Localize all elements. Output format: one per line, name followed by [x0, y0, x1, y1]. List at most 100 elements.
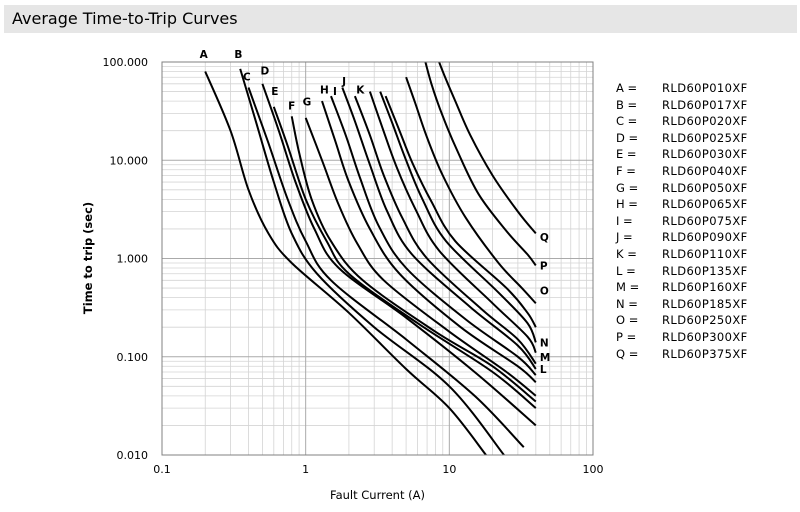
- legend-entry: O = RLD60P250XF: [616, 312, 796, 329]
- curve-H: [321, 100, 537, 384]
- x-tick-label: 10: [442, 463, 456, 476]
- legend-entry: M = RLD60P160XF: [616, 279, 796, 296]
- curve-D: [261, 83, 537, 427]
- curve-K: [353, 95, 537, 365]
- legend-entry: C = RLD60P020XF: [616, 113, 796, 130]
- curve-label-C: C: [243, 71, 251, 83]
- legend-part-number: RLD60P090XF: [662, 230, 748, 245]
- curve-label-J: J: [341, 76, 346, 88]
- curve-label-K: K: [356, 84, 365, 96]
- curve-J: [341, 87, 537, 370]
- legend-entry: K = RLD60P110XF: [616, 246, 796, 263]
- curve-label-B: B: [234, 49, 242, 61]
- legend-entry: A = RLD60P010XF: [616, 80, 796, 97]
- curve-N: [384, 95, 537, 328]
- x-tick-label: 1: [302, 463, 309, 476]
- x-tick-label: 0.1: [153, 463, 171, 476]
- legend-letter: F =: [616, 163, 636, 178]
- legend-letter: O =: [616, 313, 639, 328]
- curve-B: [239, 68, 505, 455]
- legend-part-number: RLD60P020XF: [662, 114, 748, 129]
- legend-letter: J =: [616, 230, 633, 245]
- curve-label-E: E: [271, 86, 278, 98]
- legend-letter: I =: [616, 213, 633, 228]
- y-tick-label: 100.000: [103, 56, 149, 69]
- curve-label-L: L: [540, 364, 547, 376]
- curve-label-Q: Q: [540, 232, 549, 244]
- legend-part-number: RLD60P185XF: [662, 296, 748, 311]
- legend-part-number: RLD60P375XF: [662, 346, 748, 361]
- curve-label-O: O: [540, 286, 549, 298]
- curve-G: [304, 117, 537, 397]
- curve-label-D: D: [261, 65, 270, 77]
- legend-letter: K =: [616, 246, 637, 261]
- legend-part-number: RLD60P110XF: [662, 246, 748, 261]
- legend-part-number: RLD60P040XF: [662, 163, 748, 178]
- plot-frame: [161, 61, 594, 456]
- curve-A: [204, 71, 487, 455]
- curve-label-A: A: [200, 49, 209, 61]
- x-axis-label: Fault Current (A): [330, 488, 425, 502]
- y-tick-label: 1.000: [117, 253, 149, 266]
- curve-O: [405, 76, 537, 304]
- curve-I: [330, 95, 537, 376]
- legend-part-number: RLD60P300XF: [662, 329, 748, 344]
- curve-label-M: M: [540, 352, 550, 364]
- curve-label-F: F: [288, 100, 295, 112]
- legend-letter: B =: [616, 97, 638, 112]
- chart-axes: 0.1 1 10 100 100.000 10.000 1.000 0.100 0.010 Fau…: [81, 56, 604, 502]
- curve-C: [247, 87, 525, 448]
- y-tick-label: 0.100: [117, 351, 149, 364]
- legend-part-number: RLD60P075XF: [662, 213, 748, 228]
- legend-entry: G = RLD60P050XF: [616, 180, 796, 197]
- legend-letter: M =: [616, 280, 640, 295]
- legend-entry: E = RLD60P030XF: [616, 146, 796, 163]
- section-title: Average Time-to-Trip Curves: [12, 9, 238, 28]
- legend-letter: N =: [616, 296, 638, 311]
- x-tick-label: 100: [583, 463, 604, 476]
- legend-entry: I = RLD60P075XF: [616, 213, 796, 230]
- legend-entry: N = RLD60P185XF: [616, 296, 796, 313]
- legend-letter: P =: [616, 329, 637, 344]
- legend-letter: C =: [616, 114, 638, 129]
- legend-letter: D =: [616, 130, 639, 145]
- legend-entry: P = RLD60P300XF: [616, 329, 796, 346]
- chart-grid: [161, 61, 594, 456]
- curve-label-H: H: [320, 84, 329, 96]
- legend-entry: F = RLD60P040XF: [616, 163, 796, 180]
- curve-label-I: I: [333, 86, 337, 98]
- legend-letter: E =: [616, 147, 637, 162]
- legend-part-number: RLD60P050XF: [662, 180, 748, 195]
- legend-part-number: RLD60P017XF: [662, 97, 748, 112]
- legend-part-number: RLD60P065XF: [662, 197, 748, 212]
- curve-Q: [438, 62, 537, 235]
- curve-label-P: P: [540, 260, 548, 272]
- curve-label-G: G: [303, 97, 312, 109]
- legend-entry: L = RLD60P135XF: [616, 263, 796, 280]
- curve-label-N: N: [540, 337, 549, 349]
- curve-E: [272, 106, 537, 409]
- curve-P: [424, 62, 537, 267]
- chart-curves: [204, 62, 537, 455]
- legend-part-number: RLD60P010XF: [662, 81, 748, 95]
- legend-part-number: RLD60P025XF: [662, 130, 748, 145]
- chart-legend: A = RLD60P010XF B = RLD60P017XF C = RLD60P020…: [616, 80, 796, 362]
- legend-entry: B = RLD60P017XF: [616, 97, 796, 114]
- curve-L: [368, 91, 537, 354]
- legend-letter: A =: [616, 81, 638, 95]
- legend-part-number: RLD60P030XF: [662, 147, 748, 162]
- legend-part-number: RLD60P135XF: [662, 263, 748, 278]
- y-tick-label: 10.000: [110, 154, 149, 167]
- legend-entry: H = RLD60P065XF: [616, 196, 796, 213]
- legend-entry: Q = RLD60P375XF: [616, 346, 796, 363]
- legend-entry: J = RLD60P090XF: [616, 229, 796, 246]
- legend-letter: H =: [616, 197, 638, 212]
- legend-part-number: RLD60P250XF: [662, 313, 748, 328]
- legend-letter: L =: [616, 263, 636, 278]
- legend-part-number: RLD60P160XF: [662, 280, 748, 295]
- y-tick-label: 0.010: [117, 449, 149, 462]
- curve-F: [290, 116, 537, 403]
- legend-entry: D = RLD60P025XF: [616, 130, 796, 147]
